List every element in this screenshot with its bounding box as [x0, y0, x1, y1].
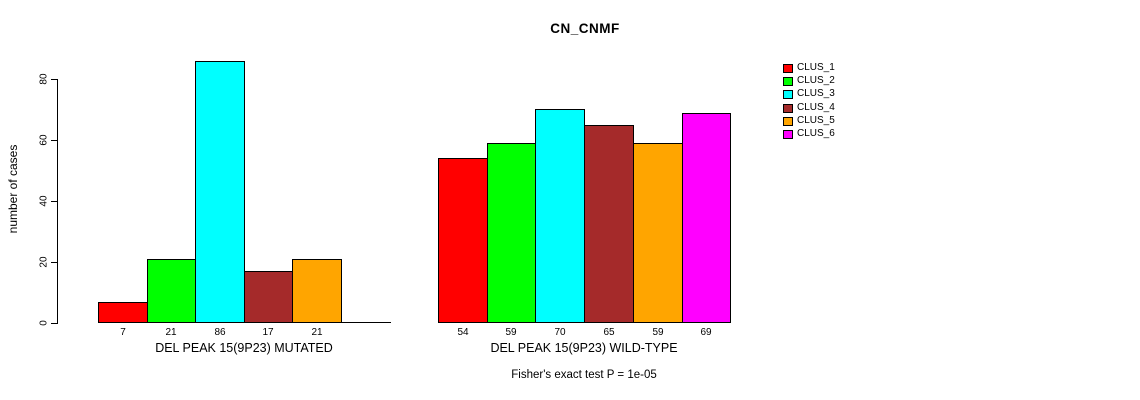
y-tick-label: 80 — [38, 73, 50, 85]
bar-clus_6 — [682, 113, 731, 323]
legend-label: CLUS_6 — [797, 128, 835, 139]
bar-clus_3 — [195, 61, 245, 323]
legend-label: CLUS_3 — [797, 88, 835, 99]
bar-value-label: 54 — [457, 327, 469, 338]
legend-label: CLUS_5 — [797, 115, 835, 126]
bar-clus_6-zero — [341, 322, 391, 323]
y-tick-label: 20 — [38, 256, 50, 268]
legend-swatch — [783, 116, 793, 126]
bar-clus_2 — [487, 143, 536, 323]
bar-value-label: 59 — [652, 327, 664, 338]
y-axis-label: number of cases — [6, 144, 20, 234]
y-tick-label: 0 — [38, 320, 50, 326]
y-tick-label: 40 — [38, 195, 50, 207]
x-label-wildtype: DEL PEAK 15(9P23) WILD-TYPE — [490, 341, 678, 355]
y-tick — [51, 201, 58, 202]
chart-title: CN_CNMF — [550, 21, 620, 36]
legend-item-clus_1: CLUS_1 — [783, 63, 835, 73]
bar-clus_1 — [438, 158, 488, 323]
bar-clus_4 — [244, 271, 293, 323]
y-tick — [51, 79, 58, 80]
legend-item-clus_6: CLUS_6 — [783, 129, 835, 139]
bar-value-label: 21 — [311, 327, 323, 338]
y-tick-label: 60 — [38, 134, 50, 146]
bar-value-label: 70 — [554, 327, 566, 338]
legend-label: CLUS_4 — [797, 102, 835, 113]
legend: CLUS_1 CLUS_2 CLUS_3 CLUS_4 CLUS_5 CLUS_6 — [783, 63, 903, 153]
bar-value-label: 59 — [505, 327, 517, 338]
fisher-test-caption: Fisher's exact test P = 1e-05 — [511, 369, 657, 381]
legend-item-clus_3: CLUS_3 — [783, 89, 835, 99]
bar-clus_2 — [147, 259, 196, 323]
bar-value-label: 86 — [214, 327, 226, 338]
bar-clus_1 — [98, 302, 148, 323]
bar-clus_4 — [584, 125, 634, 323]
legend-swatch — [783, 129, 793, 139]
bar-clus_5 — [633, 143, 683, 323]
legend-item-clus_4: CLUS_4 — [783, 103, 835, 113]
legend-swatch — [783, 76, 793, 86]
legend-item-clus_5: CLUS_5 — [783, 116, 835, 126]
bar-value-label: 21 — [165, 327, 177, 338]
bar-clus_3 — [535, 109, 585, 323]
x-label-mutated: DEL PEAK 15(9P23) MUTATED — [155, 341, 333, 355]
y-tick — [51, 140, 58, 141]
y-tick — [51, 323, 58, 324]
bar-clus_5 — [292, 259, 342, 323]
legend-item-clus_2: CLUS_2 — [783, 76, 835, 86]
bar-value-label: 65 — [603, 327, 615, 338]
legend-swatch — [783, 103, 793, 113]
legend-swatch — [783, 63, 793, 73]
bar-value-label: 69 — [700, 327, 712, 338]
legend-swatch — [783, 89, 793, 99]
legend-label: CLUS_1 — [797, 62, 835, 73]
legend-label: CLUS_2 — [797, 75, 835, 86]
bar-value-label: 7 — [120, 327, 126, 338]
bar-value-label: 17 — [262, 327, 274, 338]
y-tick — [51, 262, 58, 263]
